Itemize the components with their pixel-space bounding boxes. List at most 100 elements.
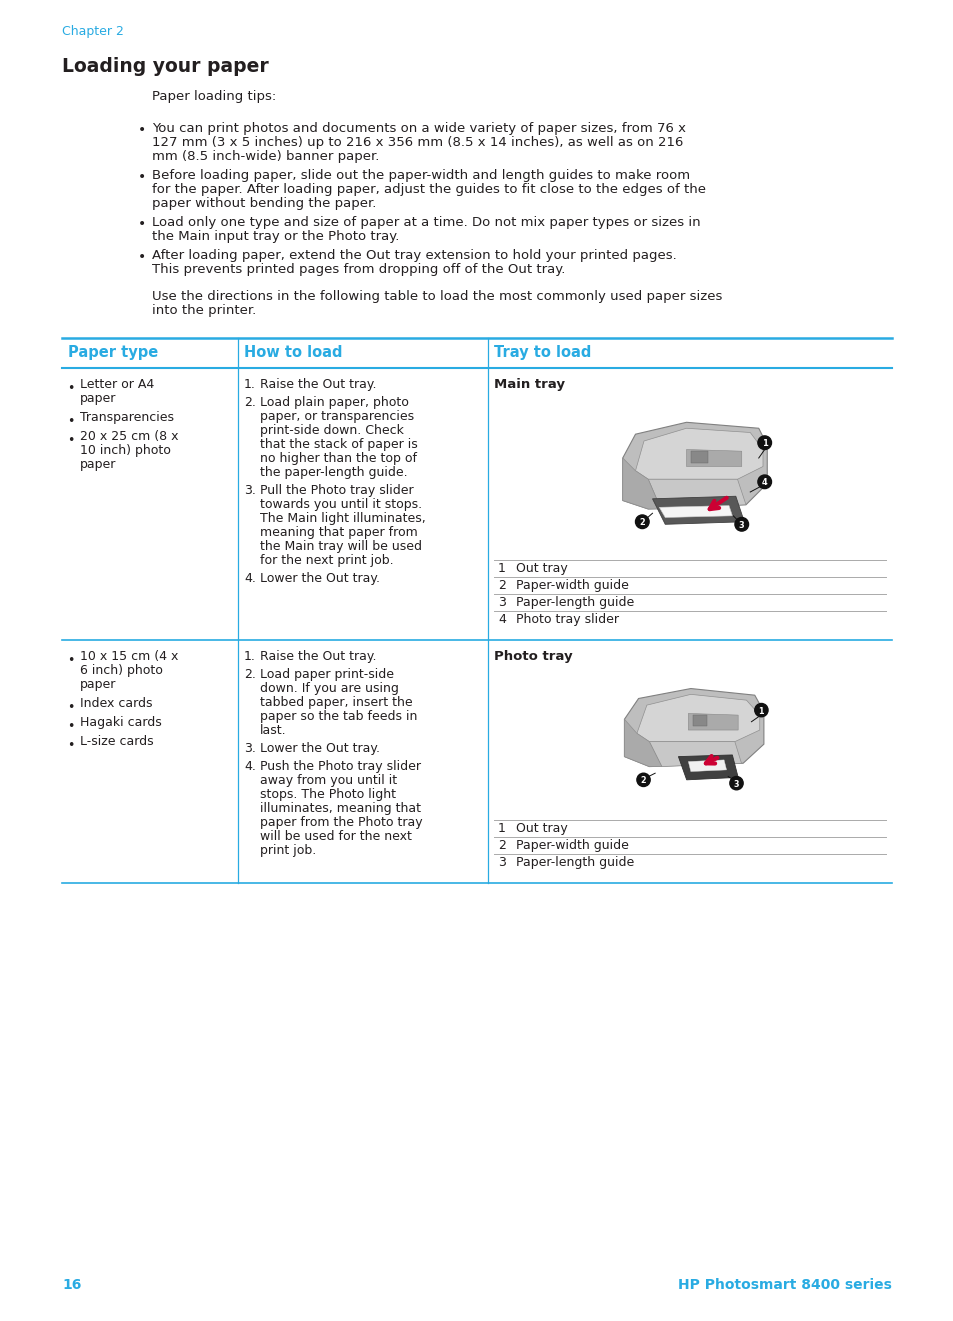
Text: Paper-width guide: Paper-width guide [516, 579, 628, 592]
Text: Lower the Out tray.: Lower the Out tray. [260, 742, 379, 756]
Text: paper from the Photo tray: paper from the Photo tray [260, 816, 422, 830]
Circle shape [757, 436, 771, 449]
Polygon shape [648, 480, 745, 509]
Text: paper: paper [80, 458, 116, 472]
Text: Before loading paper, slide out the paper-width and length guides to make room: Before loading paper, slide out the pape… [152, 169, 689, 182]
Text: 1: 1 [758, 707, 763, 716]
Text: Hagaki cards: Hagaki cards [80, 716, 162, 729]
Text: HP Photosmart 8400 series: HP Photosmart 8400 series [678, 1277, 891, 1292]
Polygon shape [688, 760, 726, 771]
Text: 1: 1 [497, 822, 505, 835]
Text: Paper type: Paper type [68, 345, 158, 361]
Text: 4: 4 [761, 478, 767, 487]
Text: Push the Photo tray slider: Push the Photo tray slider [260, 760, 420, 773]
Polygon shape [622, 458, 660, 509]
Text: 3: 3 [739, 520, 743, 530]
Text: You can print photos and documents on a wide variety of paper sizes, from 76 x: You can print photos and documents on a … [152, 122, 685, 135]
Text: last.: last. [260, 724, 286, 737]
Text: Load paper print-side: Load paper print-side [260, 668, 394, 682]
Text: •: • [67, 382, 74, 395]
Text: down. If you are using: down. If you are using [260, 682, 398, 695]
Text: •: • [67, 435, 74, 446]
Text: •: • [67, 738, 74, 752]
Text: 1: 1 [760, 439, 767, 448]
Text: stops. The Photo light: stops. The Photo light [260, 789, 395, 801]
Text: that the stack of paper is: that the stack of paper is [260, 439, 417, 450]
Text: 2: 2 [639, 518, 644, 527]
Text: •: • [138, 123, 146, 137]
Text: Index cards: Index cards [80, 697, 152, 709]
Polygon shape [659, 506, 732, 518]
Text: Raise the Out tray.: Raise the Out tray. [260, 378, 376, 391]
Text: Paper loading tips:: Paper loading tips: [152, 90, 276, 103]
Text: 16: 16 [62, 1277, 81, 1292]
Text: After loading paper, extend the Out tray extension to hold your printed pages.: After loading paper, extend the Out tray… [152, 248, 676, 262]
Text: the paper-length guide.: the paper-length guide. [260, 466, 407, 480]
Circle shape [757, 476, 771, 489]
Text: for the paper. After loading paper, adjust the guides to fit close to the edges : for the paper. After loading paper, adju… [152, 184, 705, 196]
Text: The Main light illuminates,: The Main light illuminates, [260, 513, 425, 524]
Text: 10 x 15 cm (4 x: 10 x 15 cm (4 x [80, 650, 178, 663]
Text: paper, or transparencies: paper, or transparencies [260, 410, 414, 423]
Text: Transparencies: Transparencies [80, 411, 173, 424]
Text: How to load: How to load [244, 345, 342, 361]
Text: 3: 3 [733, 779, 739, 789]
Text: •: • [67, 415, 74, 428]
Text: Photo tray: Photo tray [494, 650, 572, 663]
Text: •: • [138, 250, 146, 264]
Text: Chapter 2: Chapter 2 [62, 25, 124, 38]
Text: L-size cards: L-size cards [80, 734, 153, 748]
Text: 2: 2 [640, 777, 646, 786]
Text: Tray to load: Tray to load [494, 345, 591, 361]
Text: 127 mm (3 x 5 inches) up to 216 x 356 mm (8.5 x 14 inches), as well as on 216: 127 mm (3 x 5 inches) up to 216 x 356 mm… [152, 136, 682, 149]
Text: •: • [138, 217, 146, 231]
Text: 1: 1 [497, 561, 505, 575]
Text: tabbed paper, insert the: tabbed paper, insert the [260, 696, 413, 709]
Text: Lower the Out tray.: Lower the Out tray. [260, 572, 379, 585]
Text: 3: 3 [497, 596, 505, 609]
Text: for the next print job.: for the next print job. [260, 553, 394, 567]
Text: 3.: 3. [244, 483, 255, 497]
Text: Paper-length guide: Paper-length guide [516, 596, 634, 609]
Polygon shape [637, 695, 759, 741]
Text: mm (8.5 inch-wide) banner paper.: mm (8.5 inch-wide) banner paper. [152, 151, 379, 162]
Polygon shape [688, 713, 738, 731]
Text: 1.: 1. [244, 650, 255, 663]
Text: the Main tray will be used: the Main tray will be used [260, 540, 421, 553]
Text: the Main input tray or the Photo tray.: the Main input tray or the Photo tray. [152, 230, 399, 243]
Text: Load only one type and size of paper at a time. Do not mix paper types or sizes : Load only one type and size of paper at … [152, 217, 700, 229]
Text: •: • [138, 170, 146, 184]
Text: will be used for the next: will be used for the next [260, 830, 412, 843]
Text: 2: 2 [497, 839, 505, 852]
Text: paper: paper [80, 392, 116, 406]
Text: Main tray: Main tray [494, 378, 564, 391]
Polygon shape [652, 497, 743, 524]
Text: Out tray: Out tray [516, 561, 567, 575]
Text: print-side down. Check: print-side down. Check [260, 424, 403, 437]
Polygon shape [635, 428, 762, 480]
Text: 2.: 2. [244, 396, 255, 410]
Polygon shape [686, 449, 741, 466]
Polygon shape [649, 741, 740, 766]
Circle shape [637, 773, 650, 786]
Text: 10 inch) photo: 10 inch) photo [80, 444, 171, 457]
Text: •: • [67, 701, 74, 713]
Text: Use the directions in the following table to load the most commonly used paper s: Use the directions in the following tabl… [152, 291, 721, 303]
Polygon shape [624, 688, 763, 766]
Text: Raise the Out tray.: Raise the Out tray. [260, 650, 376, 663]
Text: Letter or A4: Letter or A4 [80, 378, 154, 391]
Text: 6 inch) photo: 6 inch) photo [80, 664, 163, 676]
Text: 20 x 25 cm (8 x: 20 x 25 cm (8 x [80, 431, 178, 443]
Text: 2.: 2. [244, 668, 255, 682]
Text: into the printer.: into the printer. [152, 304, 256, 317]
Polygon shape [622, 423, 766, 509]
Circle shape [734, 518, 748, 531]
Bar [692, 715, 707, 727]
Text: Photo tray slider: Photo tray slider [516, 613, 618, 626]
Text: Loading your paper: Loading your paper [62, 57, 269, 77]
Text: meaning that paper from: meaning that paper from [260, 526, 417, 539]
Polygon shape [678, 754, 738, 779]
Text: This prevents printed pages from dropping off of the Out tray.: This prevents printed pages from droppin… [152, 263, 565, 276]
Circle shape [754, 704, 767, 717]
Text: 2: 2 [497, 579, 505, 592]
